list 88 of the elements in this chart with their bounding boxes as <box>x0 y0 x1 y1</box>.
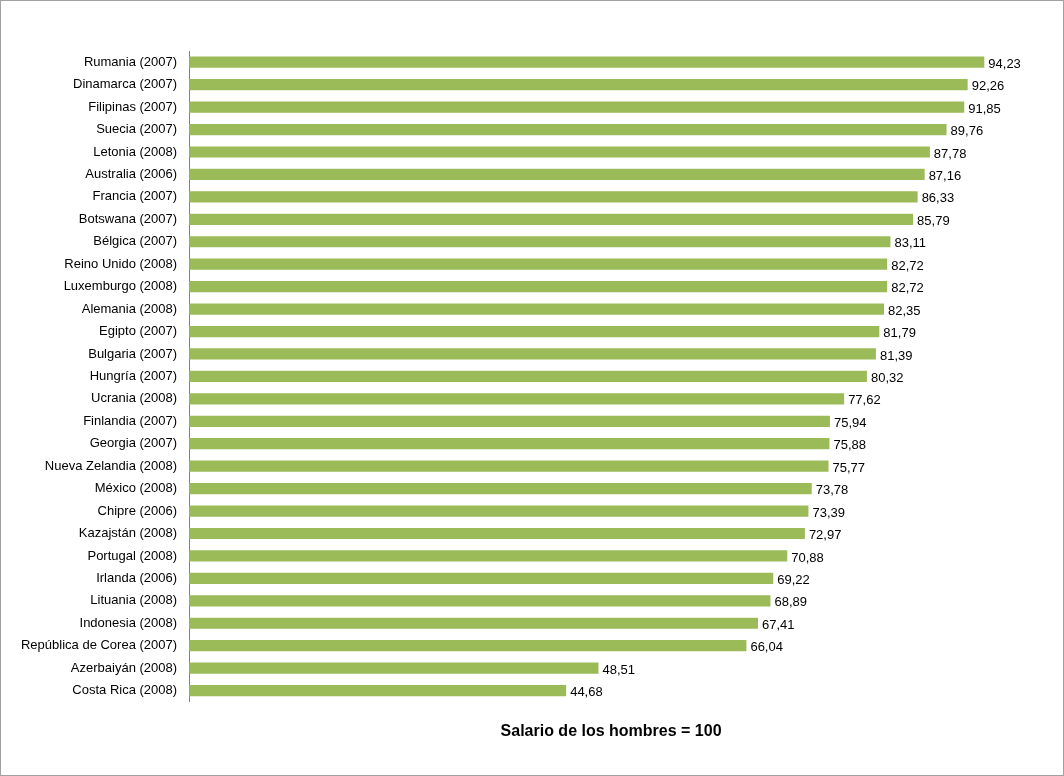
data-label: 77,62 <box>848 392 881 408</box>
y-tick-label: Kazajstán (2008) <box>78 525 178 541</box>
data-label: 87,78 <box>933 145 967 161</box>
bar <box>189 258 888 270</box>
data-label: 86,33 <box>921 190 955 206</box>
y-tick-label: Costa Rica (2008) <box>72 682 178 698</box>
y-tick-label: Letonia (2008) <box>93 143 178 159</box>
data-label: 92,26 <box>971 78 1005 94</box>
bar <box>189 101 965 113</box>
bar <box>189 123 947 136</box>
data-label: 83,11 <box>894 235 927 251</box>
bar <box>189 572 774 584</box>
y-tick-label: Luxemburgo (2008) <box>63 278 178 294</box>
data-label: 80,32 <box>870 369 904 385</box>
y-tick-label: Georgia (2007) <box>89 435 178 451</box>
y-tick-label: Finlandia (2007) <box>83 412 178 428</box>
bar <box>189 640 747 652</box>
data-label: 73,78 <box>815 482 849 498</box>
y-tick-label: Azerbaiyán (2008) <box>70 659 178 675</box>
data-label: 48,51 <box>602 661 636 677</box>
data-label: 94,23 <box>988 55 1021 71</box>
bar <box>189 617 758 629</box>
data-label: 75,77 <box>832 459 866 475</box>
data-label: 87,16 <box>928 168 962 184</box>
y-tick-label: Chipre (2006) <box>97 502 178 518</box>
bar <box>189 684 567 697</box>
y-tick-label: República de Corea (2007) <box>20 637 178 653</box>
data-label: 81,39 <box>879 347 913 363</box>
y-tick-label: Bulgaria (2007) <box>88 345 178 361</box>
data-label: 85,79 <box>917 212 950 228</box>
data-label: 72,97 <box>808 527 842 543</box>
bar <box>189 595 771 607</box>
bar <box>189 527 805 540</box>
y-tick-label: Reino Unido (2008) <box>64 255 178 271</box>
y-tick-label: Rumania (2007) <box>83 53 178 69</box>
data-label: 82,35 <box>888 302 921 318</box>
data-label: 69,22 <box>777 571 810 587</box>
bar <box>189 213 914 225</box>
y-tick-label: Dinamarca (2007) <box>73 76 178 92</box>
data-label: 68,89 <box>774 594 808 610</box>
bar <box>189 79 968 91</box>
y-tick-label: Australia (2006) <box>85 166 178 182</box>
data-label: 75,94 <box>833 414 867 430</box>
y-tick-label: Botswana (2007) <box>78 210 178 226</box>
bar <box>189 236 891 248</box>
bar <box>189 325 880 338</box>
y-tick-label: Portugal (2008) <box>87 547 178 563</box>
y-tick-label: Lituania (2008) <box>90 592 178 608</box>
y-tick-label: Irlanda (2006) <box>96 569 178 585</box>
y-tick-label: Egipto (2007) <box>99 323 178 339</box>
data-label: 44,68 <box>570 684 603 700</box>
y-tick-label: México (2008) <box>94 480 178 496</box>
y-tick-label: Filipinas (2007) <box>88 98 178 114</box>
data-label: 66,04 <box>750 639 783 655</box>
bar <box>189 56 985 68</box>
data-label: 73,39 <box>812 504 845 520</box>
y-tick-label: Alemania (2008) <box>81 300 178 316</box>
data-label: 82,72 <box>891 280 924 296</box>
y-tick-label: Francia (2007) <box>92 188 178 204</box>
data-label: 82,72 <box>891 257 924 273</box>
data-label: 75,88 <box>833 437 866 453</box>
bar <box>189 393 845 405</box>
bar <box>189 303 885 315</box>
y-tick-label: Suecia (2007) <box>96 121 178 137</box>
data-label: 70,88 <box>791 549 824 565</box>
data-label: 89,76 <box>950 123 984 139</box>
bar <box>189 348 876 360</box>
y-tick-label: Indonesia (2008) <box>79 614 178 630</box>
bar <box>189 370 867 383</box>
bar <box>189 505 809 517</box>
y-tick-label: Bélgica (2007) <box>93 233 178 249</box>
y-tick-label: Hungría (2007) <box>89 367 178 383</box>
bar <box>189 168 925 181</box>
bar <box>189 146 930 158</box>
bar <box>189 438 830 450</box>
data-label: 91,85 <box>968 100 1001 116</box>
bar <box>189 191 918 203</box>
data-label: 81,79 <box>883 325 916 341</box>
data-label: 67,41 <box>761 616 795 632</box>
y-tick-label: Ucrania (2008) <box>91 390 178 406</box>
x-axis-title: Salario de los hombres = 100 <box>500 721 722 739</box>
bar <box>189 281 888 293</box>
bar <box>189 550 788 562</box>
bar <box>189 662 599 674</box>
bar <box>189 460 829 472</box>
y-tick-label: Nueva Zelandia (2008) <box>44 457 178 473</box>
bar <box>189 415 830 427</box>
bar <box>189 483 812 495</box>
